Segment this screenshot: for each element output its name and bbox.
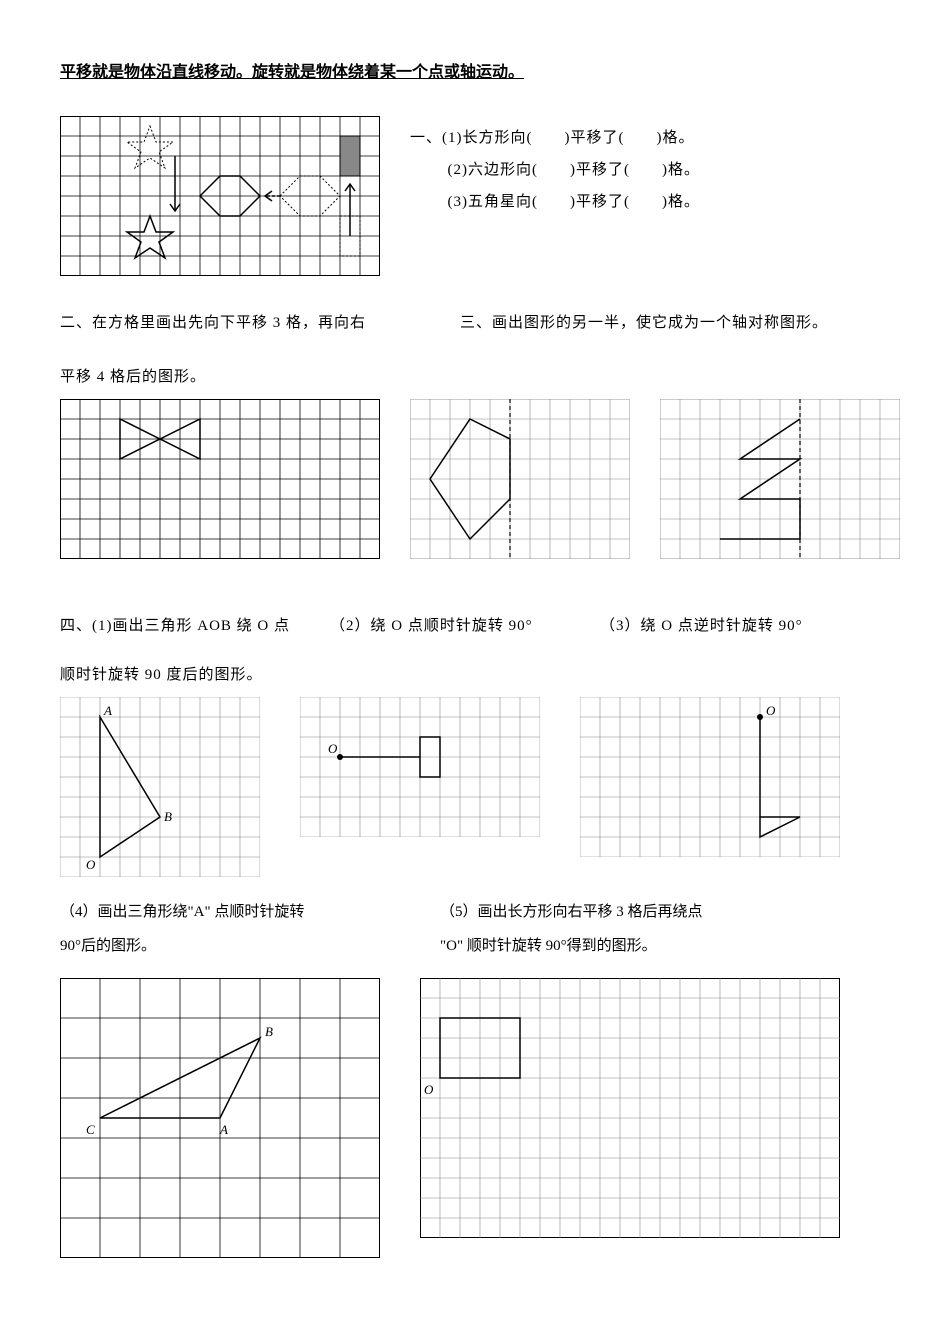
q4-4-text-b: 90°后的图形。 (60, 934, 400, 958)
q1-text: 一、(1)长方形向( )平移了( )格。 (2)六边形向( )平移了( )格。 … (410, 116, 885, 222)
q1-line2: (2)六边形向( )平移了( )格。 (410, 158, 885, 182)
label-O-2: O (328, 741, 338, 756)
q3-figure-a (410, 399, 630, 559)
q4-3-text: （3）绕 O 点逆时针旋转 90° (600, 614, 885, 638)
q3-figure-b (660, 399, 900, 559)
q4-5-figure: O (420, 978, 840, 1238)
q1-figure (60, 116, 380, 276)
q2-figure (60, 399, 380, 559)
rect-solid (340, 136, 360, 176)
q4-5-text-a: （5）画出长方形向右平移 3 格后再绕点 (440, 900, 885, 924)
q4-1-text-a: 四、(1)画出三角形 AOB 绕 O 点 (60, 614, 300, 638)
label-O-5: O (424, 1082, 434, 1097)
q2-text-a: 二、在方格里画出先向下平移 3 格，再向右 (60, 311, 430, 335)
q4-4-text-a: （4）画出三角形绕"A" 点顺时针旋转 (60, 900, 400, 924)
label-O: O (86, 857, 96, 872)
star-dotted (127, 126, 173, 168)
q2-text-b: 平移 4 格后的图形。 (60, 365, 885, 389)
q4-1-text-b: 顺时针旋转 90 度后的图形。 (60, 663, 885, 687)
arrow-down-star (170, 156, 180, 211)
page-title: 平移就是物体沿直线移动。旋转就是物体绕着某一个点或轴运动。 (60, 60, 885, 86)
arrow-up (345, 184, 355, 236)
label-A: A (103, 703, 112, 718)
q1-line1: (1)长方形向( )平移了( )格。 (442, 130, 694, 146)
q4-4-figure: B A C (60, 978, 380, 1258)
label-B: B (164, 809, 172, 824)
q1-lead: 一、 (410, 130, 442, 146)
label-O-3: O (766, 703, 776, 718)
q4-1-figure: A B O (60, 697, 260, 877)
star-solid (127, 216, 173, 258)
triangle-aob (100, 717, 160, 857)
label-A-4: A (219, 1122, 228, 1137)
q4-3-figure: O (580, 697, 840, 857)
q1-line3: (3)五角星向( )平移了( )格。 (410, 190, 885, 214)
q4-5-text-b: "O" 顺时针旋转 90°得到的图形。 (440, 934, 885, 958)
arrow-left-hex (265, 191, 280, 201)
q4-2-figure: O (300, 697, 540, 837)
label-B-4: B (265, 1024, 273, 1039)
q4-2-text: （2）绕 O 点顺时针旋转 90° (330, 614, 570, 638)
q3-text: 三、画出图形的另一半，使它成为一个轴对称图形。 (460, 311, 885, 335)
label-C-4: C (86, 1122, 95, 1137)
